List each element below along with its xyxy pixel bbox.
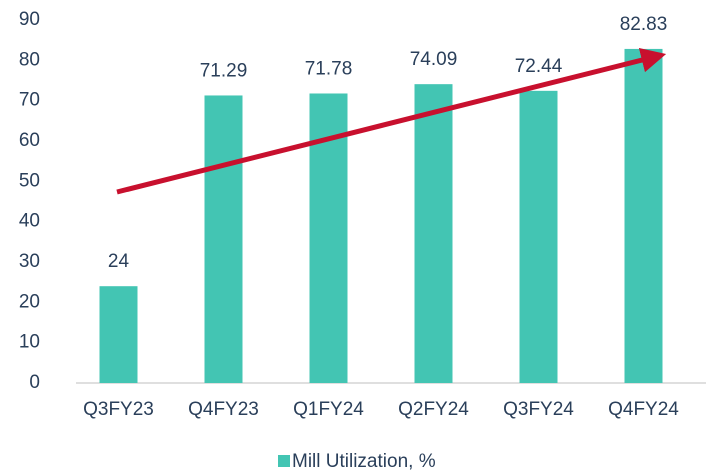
bar [204, 95, 243, 383]
y-tick-label: 80 [19, 49, 40, 70]
y-tick-label: 70 [19, 90, 40, 111]
y-tick-label: 30 [19, 251, 40, 272]
value-label: 24 [108, 251, 130, 272]
y-tick-label: 60 [19, 130, 40, 151]
x-tick-label: Q3FY24 [503, 399, 574, 420]
y-tick-label: 90 [19, 9, 40, 30]
legend-swatch [278, 455, 290, 467]
y-tick-label: 20 [19, 291, 40, 312]
value-label: 74.09 [410, 49, 458, 70]
bar [519, 90, 558, 384]
x-tick-label: Q1FY24 [293, 399, 364, 420]
value-label: 71.78 [305, 59, 353, 80]
x-tick-label: Q3FY23 [83, 399, 154, 420]
trend-arrow [116, 47, 667, 195]
bar [99, 286, 138, 383]
y-tick-label: 40 [19, 211, 40, 232]
x-tick-label: Q2FY24 [398, 399, 469, 420]
bar [624, 48, 663, 383]
x-tick-label: Q4FY24 [608, 399, 679, 420]
value-label: 72.44 [515, 56, 563, 77]
y-tick-label: 10 [19, 332, 40, 353]
legend-label: Mill Utilization, % [292, 451, 436, 472]
bar [414, 84, 453, 383]
x-tick-label: Q4FY23 [188, 399, 259, 420]
y-tick-label: 0 [29, 372, 40, 393]
y-tick-label: 50 [19, 170, 40, 191]
value-label: 71.29 [200, 60, 248, 81]
value-label: 82.83 [620, 14, 668, 35]
